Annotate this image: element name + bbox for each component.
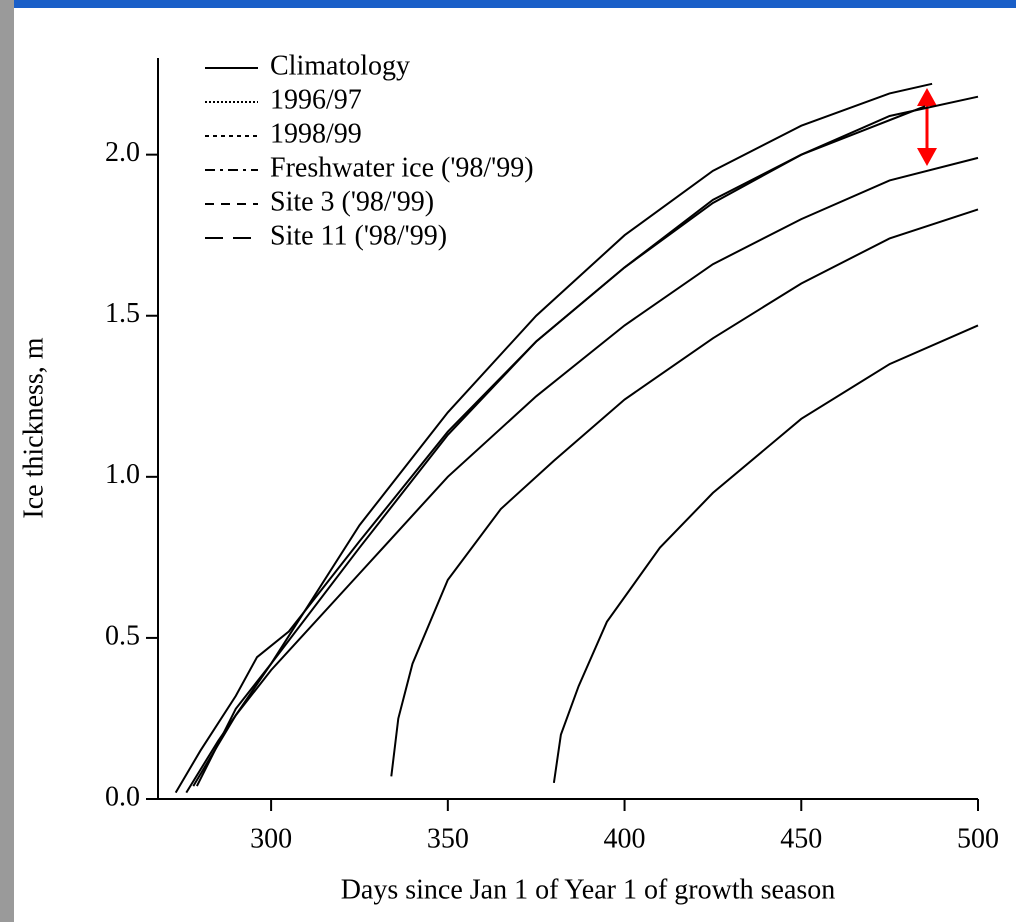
y-tick-label: 1.5 — [105, 298, 140, 329]
x-tick-label: 400 — [604, 823, 646, 854]
series-line — [390, 208, 979, 777]
y-tick-label: 1.0 — [105, 459, 140, 490]
legend-label: 1996/97 — [270, 84, 362, 115]
y-tick-label: 2.0 — [105, 137, 140, 168]
series-line — [552, 324, 979, 784]
x-tick-label: 350 — [427, 823, 469, 854]
y-tick-label: 0.5 — [105, 620, 140, 651]
legend-label: Freshwater ice ('98/'99) — [270, 152, 534, 183]
x-tick-label: 300 — [250, 823, 292, 854]
arrow-head — [917, 148, 937, 166]
side-strip — [0, 0, 14, 922]
legend-label: Climatology — [270, 50, 410, 81]
series-line — [192, 156, 979, 787]
series-line — [196, 105, 926, 787]
legend-label: 1998/99 — [270, 118, 362, 149]
y-tick-label: 0.0 — [105, 781, 140, 812]
y-axis-label: Ice thickness, m — [18, 337, 49, 518]
x-tick-label: 450 — [780, 823, 822, 854]
legend-label: Site 11 ('98/'99) — [270, 220, 447, 251]
arrow-head — [917, 88, 937, 106]
x-tick-label: 500 — [957, 823, 999, 854]
legend-label: Site 3 ('98/'99) — [270, 186, 434, 217]
series-line — [185, 82, 933, 794]
x-axis-label: Days since Jan 1 of Year 1 of growth sea… — [341, 874, 836, 905]
top-bar — [0, 0, 1016, 8]
